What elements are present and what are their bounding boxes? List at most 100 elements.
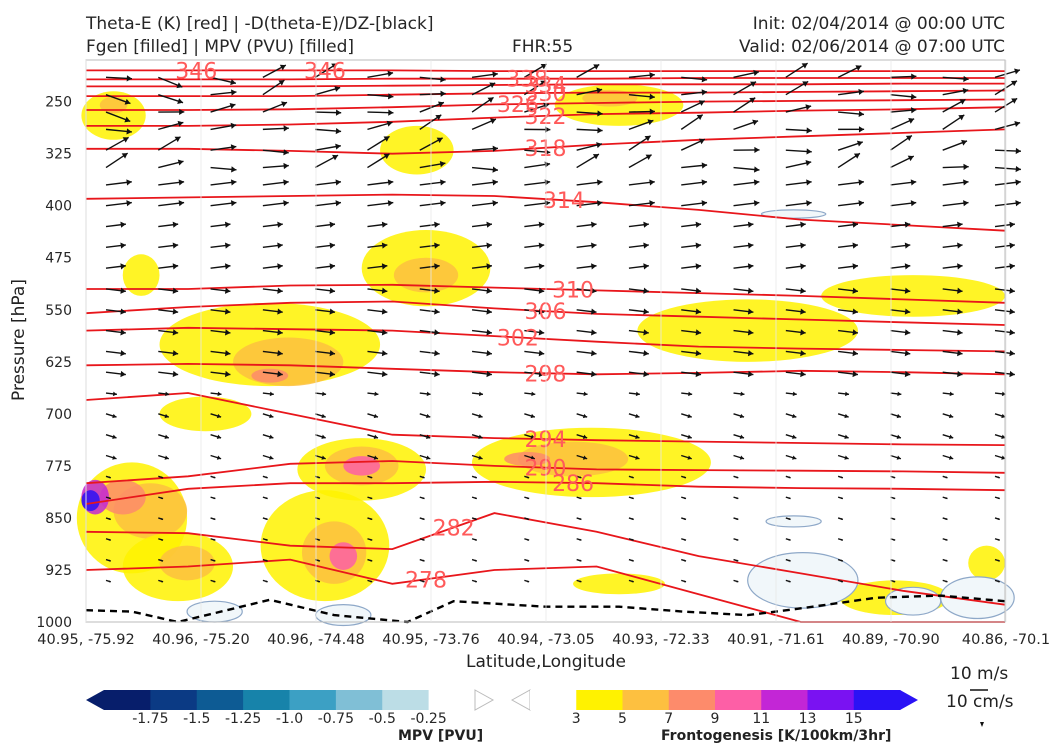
wind-vector	[262, 221, 283, 228]
wind-vector	[524, 221, 545, 228]
wind-vector	[105, 454, 117, 460]
wind-vector	[524, 242, 545, 249]
wind-vector	[471, 538, 478, 541]
wind-vector	[628, 287, 649, 294]
wind-vector	[315, 391, 327, 397]
wind-key-vertical-arrow	[980, 722, 984, 727]
wind-vector	[576, 287, 597, 294]
wind-vector	[105, 287, 126, 294]
wind-vector	[994, 121, 1021, 131]
fgen-tick-2: 7	[664, 711, 673, 727]
wind-vector	[314, 433, 326, 439]
wind-vector	[785, 263, 806, 270]
wind-vector	[315, 287, 336, 294]
wind-vector	[942, 87, 969, 96]
wind-vector	[733, 454, 745, 460]
wind-vector	[158, 94, 184, 105]
wind-vector	[262, 64, 287, 78]
wind-vector	[262, 162, 289, 170]
wind-vector	[785, 148, 812, 155]
wind-vector	[890, 134, 913, 151]
wind-vector	[367, 329, 388, 336]
frontogenesis-fill-region	[393, 257, 459, 293]
wind-vector	[994, 200, 1021, 207]
wind-vector	[367, 579, 373, 583]
wind-vector	[158, 413, 170, 419]
wind-vector-layer	[105, 62, 1022, 583]
wind-vector	[367, 558, 373, 562]
wind-vector	[471, 391, 484, 397]
wind-vector	[210, 287, 231, 294]
frontogenesis-fill-region	[233, 337, 344, 387]
wind-vector	[210, 391, 222, 397]
x-tick-label-6: 40.91, -71.61	[727, 632, 824, 648]
wind-vector	[628, 350, 649, 357]
wind-vector	[471, 496, 478, 500]
y-tick-label-625: 625	[45, 355, 72, 371]
wind-vector	[471, 166, 498, 173]
wind-vector	[890, 263, 911, 270]
theta-e-label-334: 334	[525, 74, 567, 99]
wind-vector	[158, 496, 164, 500]
wind-vector	[681, 179, 708, 186]
wind-vector	[628, 538, 634, 541]
wind-vector	[890, 179, 917, 186]
wind-vector	[942, 263, 963, 270]
y-tick-label-1000: 1000	[36, 615, 72, 631]
wind-vector	[942, 496, 948, 500]
theta-e-contour-290	[85, 460, 1006, 485]
wind-vector	[419, 517, 425, 521]
wind-vector	[105, 263, 126, 270]
wind-vector	[785, 242, 806, 249]
wind-vector	[733, 308, 754, 315]
theta-e-label-282: 282	[433, 517, 475, 542]
y-tick-label-700: 700	[45, 407, 72, 423]
wind-vector	[419, 558, 425, 562]
wind-vector	[890, 350, 911, 357]
wind-vector	[315, 370, 336, 378]
fgen-colorbar-swatch	[622, 690, 670, 710]
wind-vector	[419, 160, 446, 169]
wind-key-speed: 10 m/s	[950, 664, 1009, 684]
wind-vector	[890, 107, 917, 114]
wind-vector	[210, 76, 237, 86]
frontogenesis-fill-region	[251, 368, 289, 383]
wind-vector	[210, 579, 216, 583]
x-tick-label-3: 40.95, -73.76	[382, 632, 479, 648]
mpv-colorbar-label: MPV [PVU]	[398, 728, 484, 744]
wind-vector	[262, 391, 274, 397]
wind-vector	[890, 433, 902, 439]
wind-vector	[994, 579, 1000, 583]
title-line-1: Theta-E (K) [red] | -D(theta-E)/DZ-[blac…	[86, 14, 434, 34]
wind-vector	[994, 496, 1000, 500]
frontogenesis-fill-region	[504, 452, 551, 466]
wind-vector	[890, 391, 902, 397]
wind-vector	[471, 558, 478, 562]
wind-vector	[367, 221, 388, 228]
wind-vector	[419, 370, 440, 378]
mpv-colorbar-swatch	[335, 690, 383, 710]
wind-vector	[471, 179, 498, 186]
wind-vector	[628, 475, 634, 479]
wind-vector	[890, 242, 911, 249]
wind-vector	[210, 242, 231, 249]
wind-vector	[105, 558, 111, 562]
wind-vector	[785, 475, 791, 479]
mpv-colorbar-high-arrow	[474, 689, 495, 711]
wind-vector	[681, 433, 692, 439]
wind-vector	[367, 454, 379, 460]
wind-vector	[262, 475, 268, 479]
wind-vector	[419, 413, 431, 419]
wind-vector	[838, 350, 859, 357]
wind-vector	[419, 433, 431, 439]
wind-vector	[158, 200, 185, 207]
wind-vector	[733, 242, 754, 249]
wind-vector	[210, 122, 237, 131]
wind-vector	[210, 475, 216, 479]
theta-e-label-294: 294	[525, 428, 567, 453]
wind-vector	[733, 329, 754, 336]
wind-vector	[367, 135, 390, 151]
wind-vector	[105, 242, 126, 249]
wind-vector	[838, 308, 859, 315]
wind-vector	[524, 579, 530, 583]
